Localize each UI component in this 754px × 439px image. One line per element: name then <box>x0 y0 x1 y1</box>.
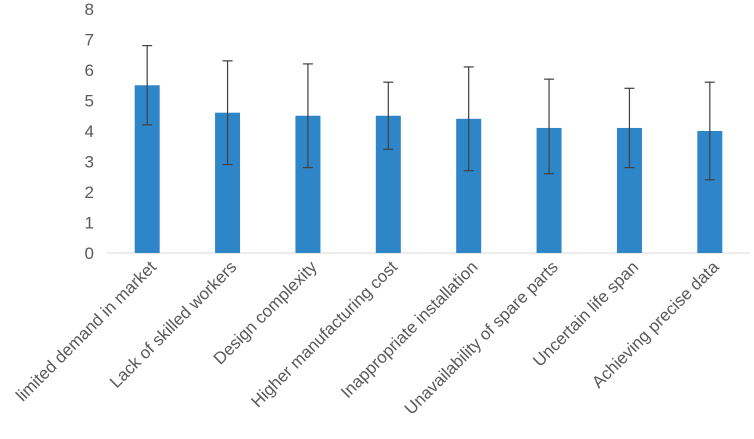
error-bar <box>624 87 635 169</box>
y-tick-label: 5 <box>85 92 94 111</box>
error-bar <box>544 78 555 175</box>
y-tick-label: 6 <box>85 61 94 80</box>
y-tick-label: 2 <box>85 183 94 202</box>
x-category-label: Inappropriate installation <box>337 257 481 401</box>
y-tick-label: 1 <box>85 214 94 233</box>
error-bar <box>704 81 715 181</box>
y-tick-label: 0 <box>85 244 94 263</box>
y-tick-label: 4 <box>85 122 94 141</box>
x-category-label: Unavailability of spare parts <box>401 257 562 418</box>
error-bars <box>142 44 715 181</box>
y-tick-label: 3 <box>85 153 94 172</box>
error-bar <box>302 63 313 169</box>
y-axis-ticks: 0 1 2 3 4 5 6 7 8 <box>85 0 94 263</box>
bars <box>134 85 723 253</box>
x-category-label: Higher manufacturing cost <box>247 257 401 411</box>
y-tick-label: 7 <box>85 31 94 50</box>
y-tick-label: 8 <box>85 0 94 19</box>
error-bar <box>222 60 233 166</box>
error-bar <box>383 81 394 150</box>
x-category-label: limited demand in market <box>12 257 160 405</box>
error-bar <box>142 44 153 126</box>
error-bar <box>463 66 474 172</box>
